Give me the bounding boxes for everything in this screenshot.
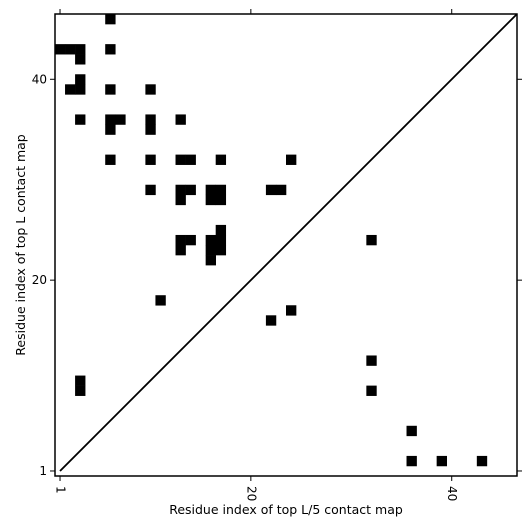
top-l-contact-cell — [105, 154, 116, 165]
top-l-contact-cell — [145, 124, 156, 135]
top-l-contact-cell — [105, 14, 116, 25]
top-l-contact-cell — [286, 154, 297, 165]
top-l-contact-cell — [115, 114, 126, 125]
top-l-contact-cell — [75, 54, 86, 65]
x-tick-label: 20 — [244, 486, 258, 501]
top-l-contact-cell — [205, 255, 216, 266]
top-l5-contact-cell — [366, 355, 377, 366]
top-l-contact-cell — [65, 84, 76, 95]
top-l-contact-cell — [145, 84, 156, 95]
top-l5-contact-cell — [366, 234, 377, 246]
x-axis-label: Residue index of top L/5 contact map — [169, 502, 403, 517]
top-l-contact-cell — [65, 44, 76, 55]
top-l-contact-cell — [215, 224, 227, 236]
y-tick-label: 20 — [32, 273, 47, 287]
top-l-contact-cell — [185, 154, 196, 165]
top-l5-contact-cell — [436, 455, 447, 467]
top-l-contact-cell — [175, 114, 186, 125]
top-l5-contact-cell — [286, 305, 297, 316]
top-l5-contact-cell — [265, 315, 277, 326]
top-l5-contact-cell — [406, 455, 417, 467]
top-l-contact-cell — [155, 295, 166, 306]
top-l-contact-cell — [175, 234, 186, 246]
top-l-contact-cell — [185, 184, 196, 196]
contact-cells — [55, 14, 488, 467]
top-l-contact-cell — [215, 234, 227, 246]
top-l-contact-cell — [55, 44, 66, 55]
top-l-contact-cell — [215, 184, 227, 196]
top-l-contact-cell — [175, 194, 186, 206]
top-l5-contact-cell — [75, 385, 86, 396]
diagonal-line — [59, 13, 518, 472]
top-l-contact-cell — [75, 84, 86, 95]
top-l-contact-cell — [205, 245, 216, 256]
y-axis-label: Residue index of top L contact map — [13, 134, 28, 355]
top-l-contact-cell — [215, 194, 227, 206]
top-l5-contact-cell — [366, 385, 377, 396]
top-l-contact-cell — [205, 194, 216, 206]
x-tick-label: 1 — [54, 486, 68, 494]
plot-frame — [54, 13, 518, 477]
top-l5-contact-cell — [406, 425, 417, 437]
top-l-contact-cell — [75, 114, 86, 125]
top-l-contact-cell — [215, 245, 227, 256]
top-l-contact-cell — [105, 114, 116, 125]
top-l-contact-cell — [75, 74, 86, 85]
top-l-contact-cell — [75, 44, 86, 55]
top-l-contact-cell — [105, 84, 116, 95]
top-l-contact-cell — [175, 184, 186, 196]
top-l-contact-cell — [105, 44, 116, 55]
top-l-contact-cell — [145, 154, 156, 165]
top-l-contact-cell — [185, 234, 196, 246]
top-l-contact-cell — [205, 184, 216, 196]
top-l-contact-cell — [105, 124, 116, 135]
top-l-contact-cell — [215, 154, 227, 165]
top-l5-contact-cell — [75, 375, 86, 386]
axis-ticks: 1 20 40 1 20 40 — [32, 9, 522, 501]
top-l-contact-cell — [175, 245, 186, 256]
top-l-contact-cell — [265, 184, 277, 196]
top-l-contact-cell — [175, 154, 186, 165]
top-l-contact-cell — [205, 234, 216, 246]
y-tick-label: 40 — [32, 72, 47, 86]
top-l5-contact-cell — [476, 455, 488, 467]
top-l-contact-cell — [145, 184, 156, 196]
y-tick-label: 1 — [39, 464, 47, 478]
top-l-contact-cell — [145, 114, 156, 125]
top-l-contact-cell — [275, 184, 287, 196]
x-tick-label: 40 — [445, 486, 459, 501]
